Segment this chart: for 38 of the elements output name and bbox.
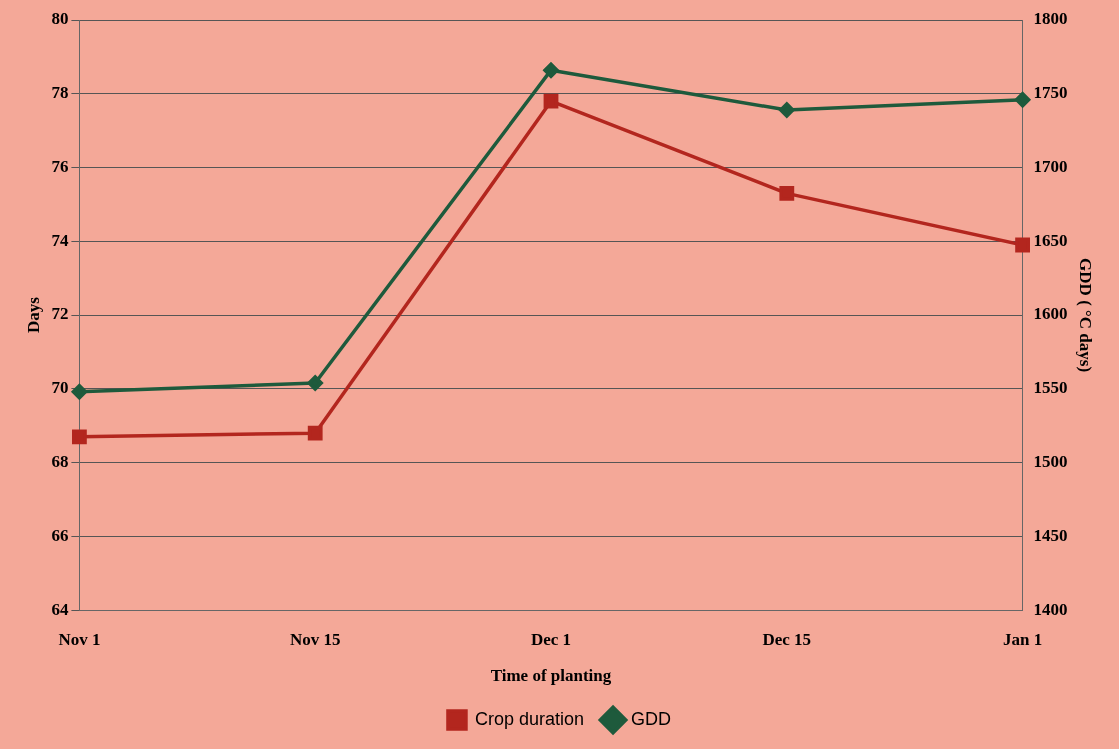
y-tick-label: 74 — [51, 230, 69, 250]
y-tick-label: 80 — [51, 9, 69, 29]
y-tick-label: 70 — [51, 378, 69, 398]
point — [71, 384, 88, 400]
y-tick-label: 64 — [51, 599, 69, 619]
y2-tick-label: 1650 — [1033, 230, 1068, 250]
x-tick-label: Nov 1 — [58, 629, 101, 649]
y-tick-label: 78 — [51, 83, 69, 103]
legend-label: GDD — [631, 708, 672, 729]
point — [1014, 91, 1031, 108]
y-tick-label: 72 — [51, 304, 69, 324]
point — [1015, 237, 1031, 253]
y2-tick-label: 1800 — [1033, 9, 1068, 29]
y-tick-label: 68 — [51, 452, 69, 472]
point — [71, 429, 87, 445]
point — [543, 93, 559, 109]
y2-tick-label: 1500 — [1033, 452, 1068, 472]
y2-tick-label: 1600 — [1033, 304, 1068, 324]
point — [307, 425, 323, 441]
y-axis-title: Days — [23, 296, 43, 334]
point — [543, 62, 559, 78]
x-tick-label: Nov 15 — [289, 629, 341, 649]
y-tick-label: 76 — [51, 156, 69, 176]
point — [779, 102, 795, 118]
point — [779, 185, 795, 201]
y2-axis-title: GDD ( °C days) — [1076, 258, 1096, 373]
legend-label: Crop duration — [474, 708, 585, 729]
y2-tick-label: 1400 — [1033, 599, 1068, 619]
y2-tick-label: 1550 — [1033, 378, 1068, 398]
y-tick-label: 66 — [51, 525, 69, 545]
x-tick-label: Dec 1 — [530, 629, 572, 649]
x-tick-label: Jan 1 — [1002, 629, 1043, 649]
y2-tick-label: 1450 — [1033, 525, 1068, 545]
y2-tick-label: 1700 — [1033, 156, 1068, 176]
x-tick-label: Dec 15 — [762, 629, 812, 649]
y2-tick-label: 1750 — [1033, 83, 1068, 103]
x-axis-title: Time of planting — [490, 666, 612, 686]
point — [307, 375, 323, 391]
